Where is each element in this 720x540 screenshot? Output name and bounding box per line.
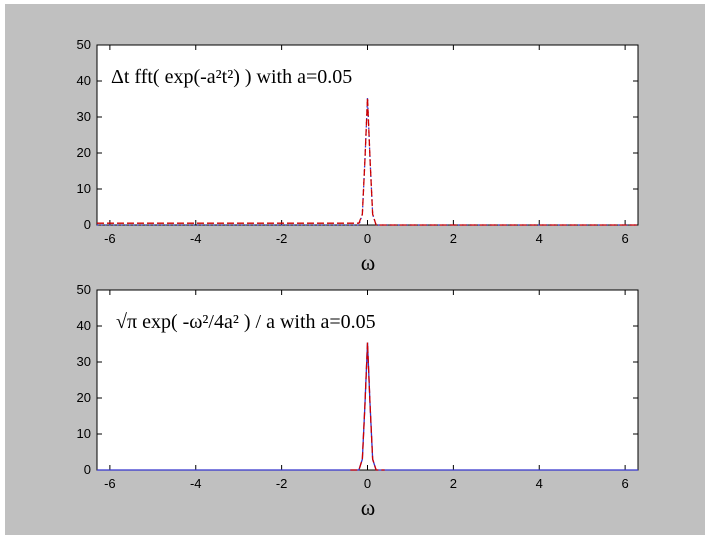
top-series-line-1 — [97, 97, 638, 226]
top-tick-marks — [97, 44, 638, 226]
top-ytick-label: 0 — [84, 217, 91, 232]
bottom-xtick-label: -6 — [104, 476, 116, 491]
bottom-ytick-label: 50 — [77, 282, 91, 297]
top-xtick-label: 4 — [536, 231, 543, 246]
bottom-ytick-label: 0 — [84, 462, 91, 477]
bottom-xtick-label: -4 — [190, 476, 202, 491]
top-ytick-label: 40 — [77, 73, 91, 88]
top-xtick-label: 0 — [364, 231, 371, 246]
bottom-x-tick-labels: -6 -4 -2 0 2 4 6 — [104, 476, 629, 491]
top-x-tick-labels: -6 -4 -2 0 2 4 6 — [104, 231, 629, 246]
top-x-axis-label: ω — [361, 250, 375, 275]
top-ytick-label: 50 — [77, 37, 91, 52]
top-chart: 0 10 20 30 40 50 -6 -4 -2 0 2 4 6 Δt fft( exp(-a²t²… — [77, 37, 639, 275]
top-ytick-label: 20 — [77, 145, 91, 160]
bottom-x-axis-label: ω — [361, 495, 375, 520]
top-chart-title: Δt fft( exp(-a²t²) ) with a=0.05 — [111, 66, 352, 88]
bottom-ytick-label: 20 — [77, 390, 91, 405]
top-xtick-label: -2 — [276, 231, 288, 246]
top-ytick-label: 10 — [77, 181, 91, 196]
bottom-y-tick-labels: 0 10 20 30 40 50 — [77, 282, 91, 477]
bottom-ytick-label: 10 — [77, 426, 91, 441]
bottom-chart-title: √π exp( -ω²/4a² ) / a with a=0.05 — [116, 311, 376, 333]
bottom-xtick-label: 6 — [622, 476, 629, 491]
top-series-group — [97, 97, 638, 226]
bottom-xtick-label: 2 — [450, 476, 457, 491]
bottom-series-group — [97, 342, 638, 471]
top-xtick-label: 6 — [622, 231, 629, 246]
bottom-xtick-label: 4 — [536, 476, 543, 491]
bottom-xtick-label: -2 — [276, 476, 288, 491]
top-ytick-label: 30 — [77, 109, 91, 124]
top-xtick-label: -4 — [190, 231, 202, 246]
bottom-series-line-1 — [350, 342, 385, 471]
top-xtick-label: 2 — [450, 231, 457, 246]
top-xtick-label: -6 — [104, 231, 116, 246]
top-axes-box — [96, 44, 639, 226]
bottom-chart: 0 10 20 30 40 50 -6 -4 -2 0 2 4 6 √π exp( -ω²/4a² )… — [77, 282, 639, 520]
top-y-tick-labels: 0 10 20 30 40 50 — [77, 37, 91, 232]
bottom-ytick-label: 30 — [77, 354, 91, 369]
bottom-ytick-label: 40 — [77, 318, 91, 333]
bottom-xtick-label: 0 — [364, 476, 371, 491]
